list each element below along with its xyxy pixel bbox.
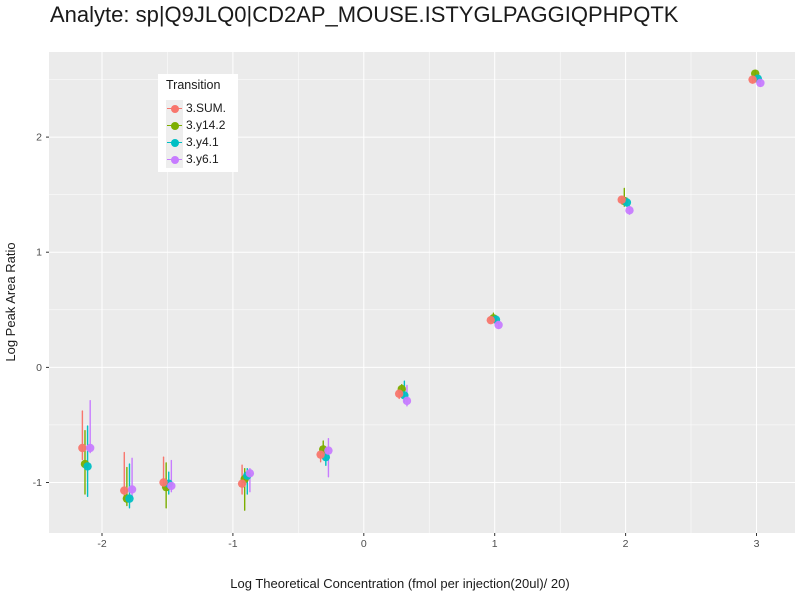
svg-text:0: 0 bbox=[36, 362, 42, 374]
svg-text:1: 1 bbox=[36, 247, 42, 259]
svg-text:-2: -2 bbox=[97, 538, 106, 550]
svg-text:-1: -1 bbox=[33, 477, 42, 489]
svg-text:2: 2 bbox=[623, 538, 629, 550]
svg-text:0: 0 bbox=[361, 538, 367, 550]
svg-text:3: 3 bbox=[754, 538, 760, 550]
svg-text:1: 1 bbox=[492, 538, 498, 550]
svg-text:-1: -1 bbox=[228, 538, 237, 550]
svg-text:2: 2 bbox=[36, 132, 42, 144]
